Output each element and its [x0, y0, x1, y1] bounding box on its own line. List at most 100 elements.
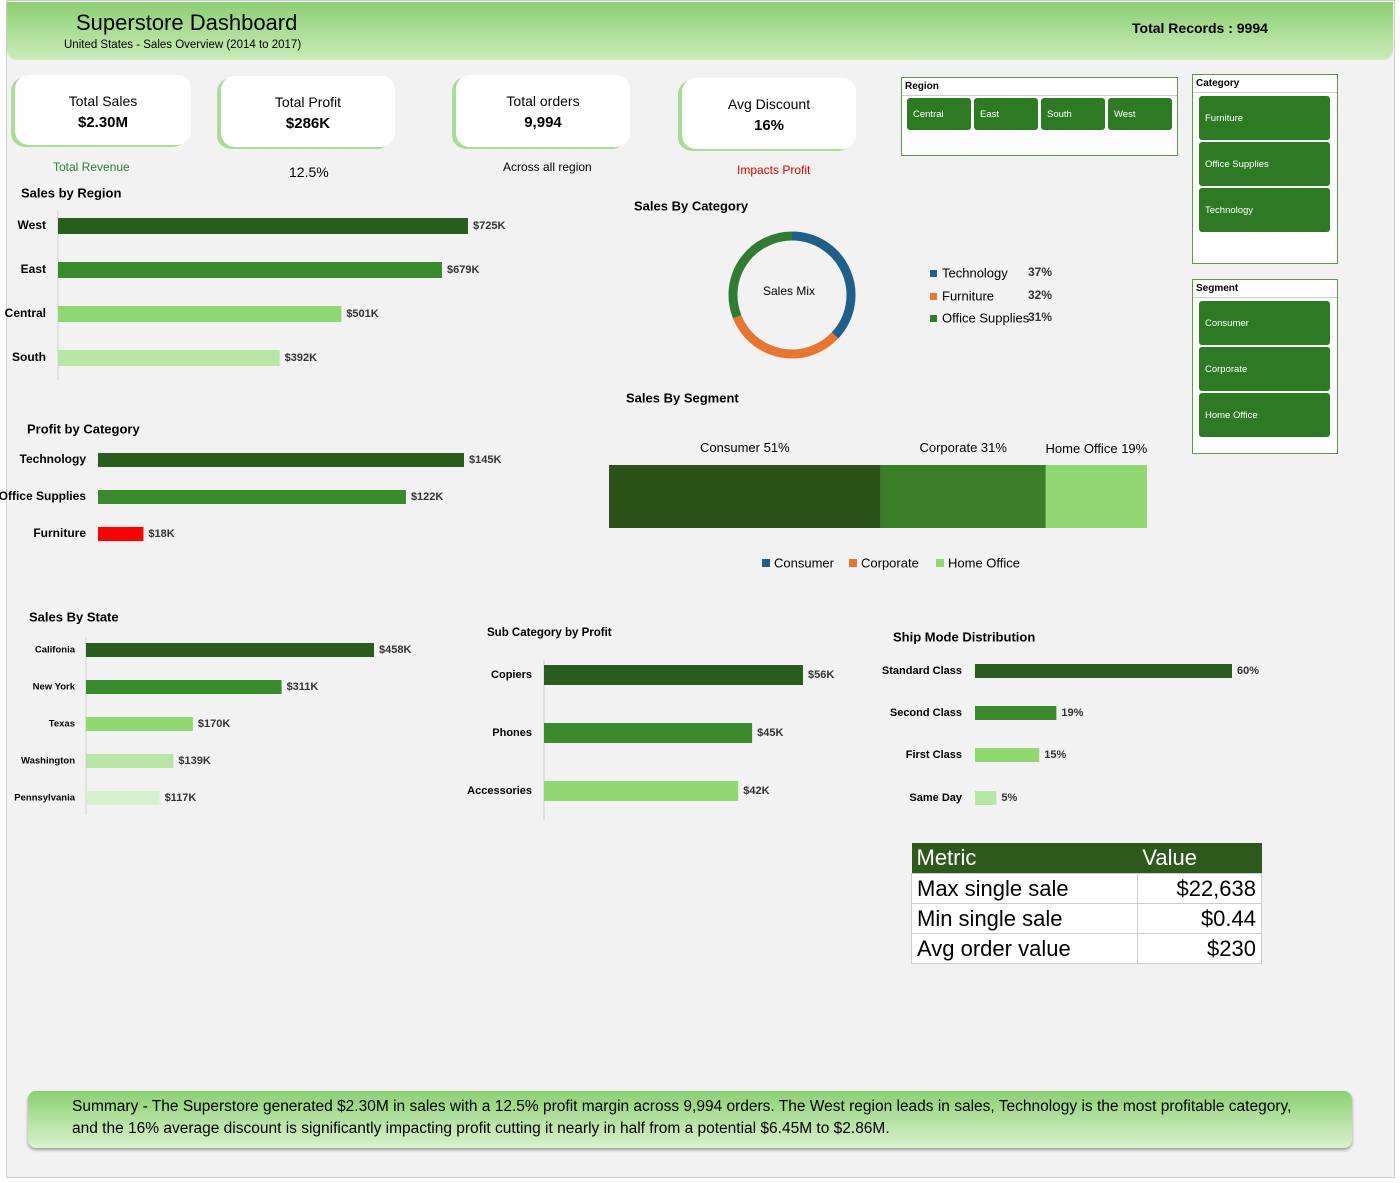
legend-swatch [936, 559, 944, 567]
subtitle: United States - Sales Overview (2014 to … [64, 39, 302, 51]
value-label: 5% [1001, 792, 1017, 804]
bar [544, 781, 739, 801]
value-label: 31% [1028, 310, 1052, 324]
bar [98, 527, 144, 541]
value-label: $139K [178, 755, 210, 767]
slicer-title: Region [902, 78, 1177, 96]
bar [58, 218, 468, 234]
kpi-label: Total Profit [274, 94, 342, 110]
kpi-card: Avg Discount 16% [682, 78, 856, 149]
value-label: $458K [379, 644, 411, 656]
table-header: Metric [911, 843, 1138, 874]
value-label: $311K [287, 681, 319, 693]
chart-title: Sales By Category [634, 198, 749, 213]
summary: Summary - The Superstore generated $2.30… [28, 1091, 1352, 1148]
value-label: 15% [1044, 749, 1066, 761]
donut-segment [791, 231, 856, 339]
category-label: West [18, 218, 46, 232]
value-label: 37% [1028, 265, 1052, 279]
value-label: $725K [473, 220, 505, 232]
category-label: South [12, 350, 46, 364]
segment-value: 51% [764, 440, 790, 455]
records: Total Records : 9994 [1132, 20, 1268, 36]
slicer-button[interactable]: Corporate [1199, 347, 1330, 391]
bar [975, 791, 997, 805]
bar [544, 723, 753, 743]
category-label: Technology [20, 452, 87, 466]
value-label: 19% [1061, 707, 1083, 719]
value-label: $42K [743, 785, 769, 797]
category-label: First Class [906, 749, 962, 761]
slicer-button[interactable]: Home Office [1199, 393, 1330, 437]
chart-title: Profit by Category [27, 421, 140, 436]
bar [975, 664, 1232, 678]
segment-label: Home Office 19% [1046, 441, 1148, 456]
bar [86, 680, 282, 694]
chart-title: Sales By Segment [626, 390, 739, 405]
legend-label: Corporate [861, 555, 919, 570]
value-label: $56K [808, 669, 834, 681]
slicer-button[interactable]: Technology [1199, 188, 1330, 232]
chart-title: Sales By State [29, 609, 119, 624]
legend-swatch [930, 293, 937, 300]
category-label: Accessories [467, 785, 532, 797]
legend-swatch [849, 559, 857, 567]
slicer-title: Segment [1193, 280, 1337, 298]
segment-bar [609, 465, 881, 528]
category-label: Furniture [33, 526, 86, 540]
segment-value: 19% [1121, 441, 1147, 456]
value-label: 60% [1237, 665, 1259, 677]
segment-name: Home Office [1046, 441, 1118, 456]
segment-bar [1045, 465, 1147, 528]
bar [98, 453, 464, 467]
category-label: Copiers [491, 669, 532, 681]
value-label: $392K [285, 352, 317, 364]
bar [544, 665, 803, 685]
category-label: Phones [492, 727, 532, 739]
value-label: $170K [198, 718, 230, 730]
kpi-card: Total Sales $2.30M [15, 75, 191, 145]
category-label: Washington [21, 756, 75, 767]
table-cell: $0.44 [1136, 903, 1263, 934]
slicer-button[interactable]: Central [907, 98, 971, 130]
kpi-note: Total Revenue [53, 160, 130, 174]
bar [975, 706, 1057, 720]
segment-label: Consumer 51% [700, 440, 790, 455]
value-label: $679K [447, 264, 479, 276]
slicer-title: Category [1193, 75, 1337, 93]
bar [58, 262, 442, 278]
table-cell: Avg order value [911, 933, 1138, 964]
category-label: Standard Class [882, 665, 962, 677]
slicer-button[interactable]: South [1041, 98, 1105, 130]
slicer-button[interactable]: Consumer [1199, 301, 1330, 345]
bar [975, 748, 1040, 762]
kpi-label: Total orders [506, 93, 580, 109]
value-label: $122K [411, 491, 443, 503]
legend-label: Furniture [942, 288, 994, 303]
center-label: Sales Mix [763, 284, 815, 298]
kpi-value: $286K [285, 115, 331, 132]
slicer-button[interactable]: West [1108, 98, 1172, 130]
bar [98, 490, 406, 504]
slicer-button[interactable]: Office Supplies [1199, 142, 1330, 186]
chart-title: Ship Mode Distribution [893, 629, 1035, 644]
kpi-value: 9,994 [524, 114, 562, 131]
chart-title: Sales by Region [21, 185, 121, 200]
kpi-card: Total orders 9,994 [456, 75, 630, 147]
segment-bar [880, 465, 1046, 528]
header-bar [7, 2, 1393, 60]
bar [86, 791, 160, 805]
legend-label: Home Office [948, 555, 1020, 570]
table-cell: Max single sale [911, 873, 1138, 904]
slicer-button[interactable]: Furniture [1199, 96, 1330, 140]
segment-value: 31% [981, 440, 1007, 455]
kpi-label: Total Sales [68, 93, 138, 109]
bar [86, 717, 193, 731]
bar [58, 350, 280, 366]
kpi-value: $2.30M [77, 114, 129, 131]
value-label: $18K [148, 528, 174, 540]
slicer-button[interactable]: East [974, 98, 1038, 130]
category-label: Same Day [909, 792, 962, 804]
legend-swatch [930, 270, 937, 277]
